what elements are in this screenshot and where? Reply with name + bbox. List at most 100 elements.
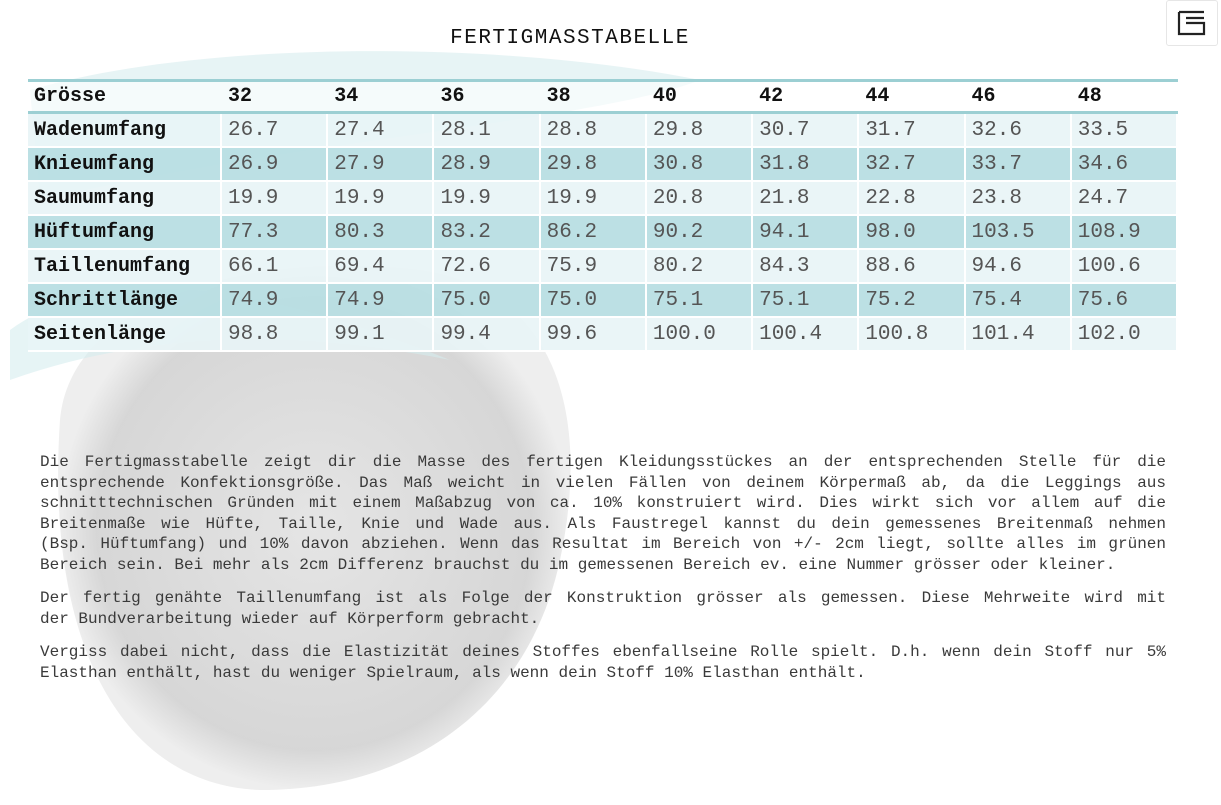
size-header: 44 xyxy=(859,79,966,114)
table-cell: 33.5 xyxy=(1071,114,1178,148)
row-label: Wadenumfang xyxy=(28,114,222,148)
row-label: Saumumfang xyxy=(28,182,222,216)
table-cell: 34.6 xyxy=(1071,148,1178,182)
table-cell: 103.5 xyxy=(965,216,1072,250)
table-cell: 77.3 xyxy=(222,216,329,250)
size-header: 40 xyxy=(646,79,754,114)
row-label: Taillenumfang xyxy=(28,250,222,284)
table-cell: 98.0 xyxy=(859,216,966,250)
table-cell: 99.1 xyxy=(328,318,435,352)
table-row: Taillenumfang 66.1 69.4 72.6 75.9 80.2 84.3 88.… xyxy=(28,250,1178,284)
paragraph-line: der Bundverarbeitung wieder auf Körperfo… xyxy=(40,609,540,628)
table-cell: 28.8 xyxy=(540,114,647,148)
table-header-row: Grösse 32 34 36 38 40 42 44 46 48 xyxy=(28,79,1178,114)
table-cell: 24.7 xyxy=(1071,182,1178,216)
table-cell: 27.9 xyxy=(328,148,435,182)
paragraph-line: Elasthan enthält, hast du weniger Spielr… xyxy=(40,663,866,682)
table-row: Wadenumfang 26.7 27.4 28.1 28.8 29.8 30.7 31.7 3… xyxy=(28,114,1178,148)
table-row: Hüftumfang 77.3 80.3 83.2 86.2 90.2 94.1 98.0 10… xyxy=(28,216,1178,250)
table-cell: 74.9 xyxy=(328,284,435,318)
table-cell: 72.6 xyxy=(434,250,541,284)
table-cell: 99.4 xyxy=(434,318,541,352)
header-label: Grösse xyxy=(28,79,222,114)
table-cell: 100.8 xyxy=(859,318,966,352)
table-cell: 30.8 xyxy=(646,148,754,182)
table-cell: 86.2 xyxy=(540,216,647,250)
table-cell: 69.4 xyxy=(328,250,435,284)
size-header: 42 xyxy=(753,79,860,114)
paragraph-line: schnitttechnischen Gründen mit einem Maß… xyxy=(40,494,1166,512)
row-label: Knieumfang xyxy=(28,148,222,182)
table-cell: 19.9 xyxy=(434,182,541,216)
paragraph-line: Die Fertigmasstabelle zeigt dir die Mass… xyxy=(40,453,1166,471)
table-cell: 75.1 xyxy=(753,284,860,318)
table-cell: 99.6 xyxy=(540,318,647,352)
paragraph-line: Vergiss dabei nicht, dass die Elastizitä… xyxy=(40,643,1166,661)
table-cell: 75.0 xyxy=(434,284,541,318)
table-cell: 84.3 xyxy=(753,250,860,284)
table-row: Saumumfang 19.9 19.9 19.9 19.9 20.8 21.8 22.8 23… xyxy=(28,182,1178,216)
table-cell: 26.9 xyxy=(222,148,329,182)
table-cell: 83.2 xyxy=(434,216,541,250)
size-header: 38 xyxy=(540,79,647,114)
table-row: Schrittlänge 74.9 74.9 75.0 75.0 75.1 75.1 75.2… xyxy=(28,284,1178,318)
table-cell: 102.0 xyxy=(1071,318,1178,352)
table-cell: 19.9 xyxy=(328,182,435,216)
paragraph: Die Fertigmasstabelle zeigt dir die Mass… xyxy=(40,452,1166,575)
paragraph-line: (Bsp. Hüftumfang) und 10% davon abziehen… xyxy=(40,535,1166,553)
description-text: Die Fertigmasstabelle zeigt dir die Mass… xyxy=(40,452,1166,683)
table-cell: 100.6 xyxy=(1071,250,1178,284)
table-cell: 19.9 xyxy=(540,182,647,216)
paragraph: Der fertig genähte Taillenumfang ist als… xyxy=(40,588,1166,629)
size-header: 32 xyxy=(222,79,329,114)
page-title: FERTIGMASSTABELLE xyxy=(450,27,690,50)
table-cell: 75.6 xyxy=(1071,284,1178,318)
table-cell: 108.9 xyxy=(1071,216,1178,250)
table-cell: 28.1 xyxy=(434,114,541,148)
size-table: Grösse 32 34 36 38 40 42 44 46 48 Wadenumfang 26.… xyxy=(28,79,1178,352)
table-cell: 75.0 xyxy=(540,284,647,318)
row-label: Seitenlänge xyxy=(28,318,222,352)
table-cell: 94.6 xyxy=(965,250,1072,284)
row-label: Hüftumfang xyxy=(28,216,222,250)
table-cell: 80.3 xyxy=(328,216,435,250)
size-header: 34 xyxy=(328,79,435,114)
table-cell: 75.2 xyxy=(859,284,966,318)
menu-button[interactable] xyxy=(1166,0,1218,46)
paragraph-line: Bereich sein. Bei mehr als 2cm Differenz… xyxy=(40,555,1116,574)
table-cell: 32.6 xyxy=(965,114,1072,148)
table-cell: 22.8 xyxy=(859,182,966,216)
table-cell: 75.4 xyxy=(965,284,1072,318)
table-row: Seitenlänge 98.8 99.1 99.4 99.6 100.0 100.4 100… xyxy=(28,318,1178,352)
table-cell: 21.8 xyxy=(753,182,860,216)
table-cell: 23.8 xyxy=(965,182,1072,216)
table-cell: 75.9 xyxy=(540,250,647,284)
table-cell: 19.9 xyxy=(222,182,329,216)
table-cell: 29.8 xyxy=(646,114,754,148)
row-label: Schrittlänge xyxy=(28,284,222,318)
table-row: Knieumfang 26.9 27.9 28.9 29.8 30.8 31.8 32.7 33… xyxy=(28,148,1178,182)
table-cell: 30.7 xyxy=(753,114,860,148)
table-cell: 88.6 xyxy=(859,250,966,284)
paragraph-line: Der fertig genähte Taillenumfang ist als… xyxy=(40,589,1166,607)
table-cell: 90.2 xyxy=(646,216,754,250)
menu-icon xyxy=(1177,10,1206,36)
table-cell: 100.0 xyxy=(646,318,754,352)
paragraph-line: entsprechende Konfektionsgröße. Das Maß … xyxy=(40,473,1166,492)
table-cell: 20.8 xyxy=(646,182,754,216)
paragraph: Vergiss dabei nicht, dass die Elastizitä… xyxy=(40,642,1166,683)
table-cell: 28.9 xyxy=(434,148,541,182)
table-cell: 98.8 xyxy=(222,318,329,352)
table-cell: 31.8 xyxy=(753,148,860,182)
table-cell: 74.9 xyxy=(222,284,329,318)
table-cell: 33.7 xyxy=(965,148,1072,182)
table-cell: 29.8 xyxy=(540,148,647,182)
table-cell: 101.4 xyxy=(965,318,1072,352)
paragraph-line: Breitenmaße wie Hüfte, Taille, Knie und … xyxy=(40,514,1166,533)
table-cell: 100.4 xyxy=(753,318,860,352)
table-cell: 75.1 xyxy=(646,284,754,318)
size-header: 36 xyxy=(434,79,541,114)
size-header: 48 xyxy=(1071,79,1178,114)
size-header: 46 xyxy=(965,79,1072,114)
table-cell: 32.7 xyxy=(859,148,966,182)
